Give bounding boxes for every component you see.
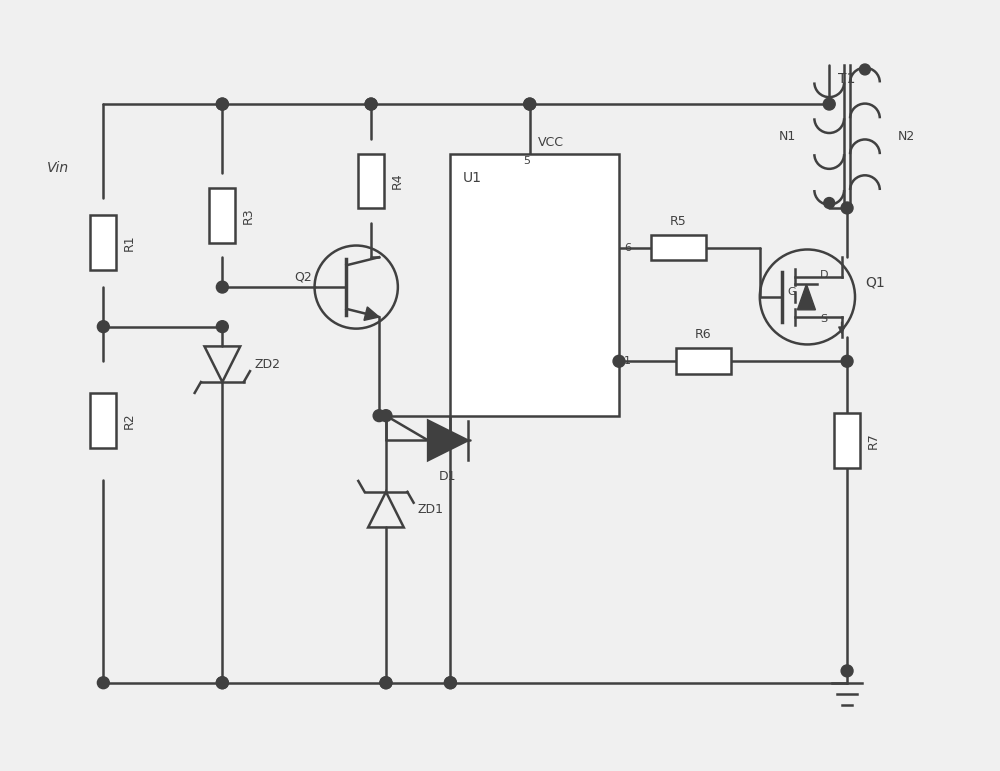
Circle shape: [216, 281, 228, 293]
Text: T1: T1: [838, 72, 856, 86]
Text: 6: 6: [624, 243, 631, 253]
Bar: [90, 393, 116, 448]
Circle shape: [380, 677, 392, 689]
Text: D1: D1: [439, 470, 457, 483]
Polygon shape: [797, 284, 815, 310]
Circle shape: [216, 321, 228, 332]
Text: ZD1: ZD1: [418, 503, 444, 516]
Circle shape: [365, 98, 377, 110]
Text: R2: R2: [123, 412, 136, 429]
Circle shape: [841, 355, 853, 367]
Polygon shape: [428, 421, 468, 460]
Text: Vin: Vin: [47, 161, 69, 175]
Bar: [90, 215, 116, 270]
Circle shape: [823, 98, 835, 110]
Circle shape: [859, 64, 870, 75]
Circle shape: [524, 98, 536, 110]
Polygon shape: [364, 307, 379, 321]
Circle shape: [824, 197, 835, 208]
Text: S: S: [820, 314, 827, 324]
Text: ZD2: ZD2: [254, 358, 280, 371]
Bar: [834, 413, 860, 467]
Text: R4: R4: [391, 173, 404, 189]
Text: Q2: Q2: [295, 271, 312, 284]
Text: D: D: [820, 270, 829, 280]
Circle shape: [841, 202, 853, 214]
Text: R6: R6: [695, 328, 712, 342]
Circle shape: [216, 98, 228, 110]
Circle shape: [365, 98, 377, 110]
Text: 5: 5: [523, 156, 530, 166]
Text: N2: N2: [898, 130, 915, 143]
Bar: [450, 153, 619, 416]
Bar: [676, 348, 731, 374]
Text: U1: U1: [462, 171, 481, 185]
Circle shape: [841, 665, 853, 677]
Circle shape: [380, 409, 392, 422]
Circle shape: [444, 677, 456, 689]
Bar: [651, 234, 706, 261]
Circle shape: [216, 677, 228, 689]
Text: VCC: VCC: [538, 136, 564, 149]
Circle shape: [216, 677, 228, 689]
Circle shape: [373, 409, 385, 422]
Text: Q1: Q1: [865, 275, 885, 289]
Bar: [358, 153, 384, 208]
Circle shape: [444, 677, 456, 689]
Circle shape: [97, 321, 109, 332]
Circle shape: [97, 677, 109, 689]
Circle shape: [524, 98, 536, 110]
Text: 1: 1: [624, 356, 631, 366]
Text: R1: R1: [123, 234, 136, 251]
Text: R5: R5: [670, 215, 687, 227]
Text: R3: R3: [242, 207, 255, 224]
Text: R7: R7: [867, 432, 880, 449]
Circle shape: [216, 98, 228, 110]
Circle shape: [380, 677, 392, 689]
Text: G: G: [787, 287, 796, 297]
Circle shape: [613, 355, 625, 367]
Text: N1: N1: [779, 130, 796, 143]
Bar: [209, 188, 235, 243]
